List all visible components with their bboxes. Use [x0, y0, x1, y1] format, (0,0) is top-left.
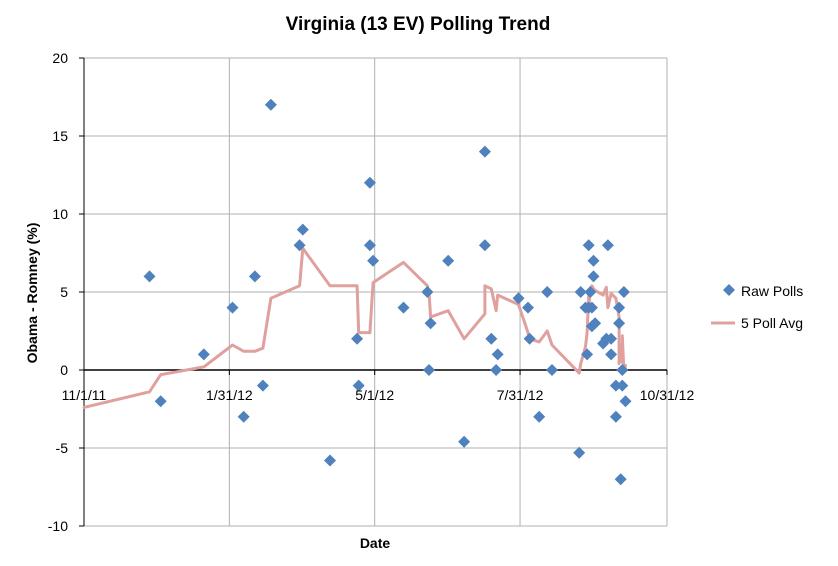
x-tick-label: 1/31/12 [206, 387, 253, 403]
raw-poll-point [609, 379, 622, 392]
raw-poll-point [491, 348, 504, 361]
y-axis-label: Obama - Romney (%) [24, 223, 40, 364]
chart-title: Virginia (13 EV) Polling Trend [286, 14, 551, 35]
raw-poll-point [293, 239, 306, 252]
legend-label-raw-polls: Raw Polls [741, 283, 803, 299]
raw-poll-point [256, 379, 269, 392]
raw-poll-point [601, 239, 614, 252]
x-tick-label: 11/1/11 [62, 387, 107, 403]
raw-poll-point [587, 254, 600, 267]
raw-poll-point [363, 176, 376, 189]
x-tick-label: 5/1/12 [355, 387, 394, 403]
y-tick-label: 15 [52, 128, 68, 144]
raw-poll-point [423, 364, 435, 376]
raw-poll-point [442, 254, 455, 267]
raw-poll-point [616, 364, 629, 376]
raw-poll-point [351, 332, 364, 345]
raw-poll-point [616, 379, 629, 392]
raw-poll-point [421, 286, 434, 298]
raw-poll-point [397, 301, 410, 314]
series-5-poll-avg [82, 246, 627, 409]
y-tick-label: 0 [60, 362, 68, 378]
series-raw-polls [143, 98, 632, 486]
raw-poll-point [573, 446, 586, 459]
grid-lines [84, 57, 668, 527]
legend-label-5-poll-avg: 5 Poll Avg [741, 315, 803, 331]
raw-poll-point [264, 98, 277, 111]
raw-poll-point [581, 348, 594, 361]
raw-poll-point [458, 435, 471, 448]
raw-poll-point [154, 395, 167, 408]
x-tick-label: 10/31/12 [640, 387, 695, 403]
raw-poll-point [296, 223, 309, 236]
raw-poll-point [490, 364, 503, 376]
raw-poll-point [546, 364, 558, 376]
raw-poll-point [352, 379, 365, 392]
raw-poll-point [226, 301, 239, 314]
y-tick-label: -10 [48, 518, 68, 534]
legend-marker-raw-polls [723, 284, 735, 296]
raw-poll-point [363, 239, 376, 252]
raw-poll-point [585, 301, 598, 314]
raw-poll-point [143, 270, 156, 283]
raw-poll-point [605, 348, 618, 361]
raw-poll-point [424, 317, 437, 330]
x-tick-label: 7/31/12 [497, 387, 544, 403]
y-tick-label: 20 [52, 50, 68, 66]
raw-poll-point [613, 317, 626, 330]
tick-labels: -10 -5 0 5 10 15 20 11/1/11 1/31/12 5/1/12 7/31/12… [48, 50, 695, 534]
y-tick-label: -5 [56, 440, 69, 456]
raw-poll-point [485, 332, 498, 345]
y-tick-label: 5 [60, 284, 68, 300]
raw-poll-point [584, 286, 597, 298]
raw-poll-point [367, 254, 380, 267]
raw-poll-point [613, 301, 626, 314]
y-tick-label: 10 [52, 206, 68, 222]
raw-poll-point [617, 286, 630, 298]
raw-poll-point [197, 348, 210, 361]
raw-poll-point [512, 292, 525, 305]
raw-poll-point [587, 270, 600, 283]
raw-poll-point [605, 332, 618, 345]
raw-poll-point [248, 270, 261, 283]
raw-poll-point [574, 286, 587, 298]
raw-poll-point [478, 239, 491, 252]
x-axis-label: Date [360, 535, 391, 551]
raw-poll-point [522, 301, 534, 314]
raw-poll-point [324, 454, 336, 467]
raw-poll-point [523, 332, 536, 345]
raw-poll-point [541, 286, 554, 298]
raw-poll-point [609, 410, 622, 423]
raw-poll-point [533, 410, 546, 423]
raw-poll-point [237, 410, 250, 423]
raw-poll-point [582, 239, 595, 252]
raw-poll-point [619, 395, 632, 408]
raw-poll-point [614, 473, 627, 486]
raw-poll-point [478, 145, 491, 158]
legend: Raw Polls 5 Poll Avg [711, 283, 803, 331]
avg-line [82, 246, 627, 409]
raw-poll-point [589, 317, 602, 330]
